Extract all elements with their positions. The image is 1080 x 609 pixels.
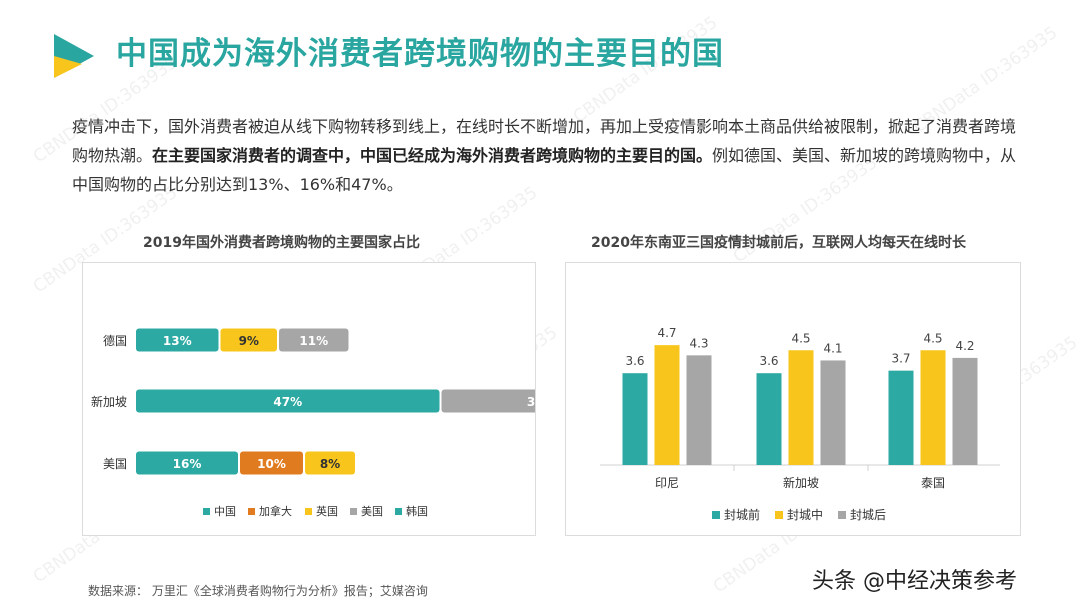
logo-icon xyxy=(54,34,94,78)
data-label: 13% xyxy=(163,334,192,348)
bar xyxy=(788,350,814,465)
x-tick-label: 新加坡 xyxy=(783,475,819,490)
data-label: 4.3 xyxy=(689,336,708,350)
legend-label: 加拿大 xyxy=(259,504,292,518)
intro-paragraph: 疫情冲击下，国外消费者被迫从线下购物转移到线上，在线时长不断增加，再加上受疫情影… xyxy=(72,112,1022,199)
legend-label: 韩国 xyxy=(406,504,428,518)
data-label: 4.1 xyxy=(823,341,842,355)
legend-label: 封城中 xyxy=(787,507,823,522)
page-title: 中国成为海外消费者跨境购物的主要目的国 xyxy=(116,36,724,72)
bar xyxy=(756,373,782,465)
bar xyxy=(622,373,648,465)
data-label: 4.5 xyxy=(791,331,810,345)
data-label: 8% xyxy=(320,457,340,471)
bar xyxy=(686,355,712,465)
chart1-title: 2019年国外消费者跨境购物的主要国家占比 xyxy=(143,235,420,251)
data-label: 4.2 xyxy=(955,339,974,353)
bar-segment xyxy=(136,328,219,352)
legend-label: 封城后 xyxy=(850,508,886,522)
chart2-title: 2020年东南亚三国疫情封城前后，互联网人均每天在线时长 xyxy=(591,235,966,251)
bar xyxy=(952,357,978,465)
data-label: 10% xyxy=(257,457,286,471)
bar xyxy=(654,345,680,465)
y-tick-label: 美国 xyxy=(103,457,127,471)
legend-swatch xyxy=(305,508,312,515)
chart1-panel: 德国13%9%11%新加坡47%31%15%美国16%10%8%中国加拿大英国美… xyxy=(82,262,739,536)
data-label: 31% xyxy=(527,395,535,409)
legend-label: 封城前 xyxy=(724,507,760,522)
data-label: 4.5 xyxy=(923,331,942,345)
legend-swatch xyxy=(203,508,210,515)
legend-label: 中国 xyxy=(214,505,236,518)
y-tick-label: 新加坡 xyxy=(91,394,127,409)
legend-label: 美国 xyxy=(361,505,383,518)
bar-segment xyxy=(136,451,238,475)
bar-segment xyxy=(136,389,440,413)
bar-segment xyxy=(279,328,349,352)
bar-segment xyxy=(305,451,355,475)
data-label: 4.7 xyxy=(657,326,676,340)
y-tick-label: 德国 xyxy=(103,333,127,348)
data-label: 16% xyxy=(173,457,202,471)
data-label: 11% xyxy=(299,334,328,348)
legend-swatch xyxy=(712,511,720,519)
bar-segment xyxy=(441,389,641,413)
data-label: 3.6 xyxy=(625,354,644,368)
bar-segment xyxy=(240,451,303,475)
x-tick-label: 印尼 xyxy=(655,476,679,490)
legend-swatch xyxy=(775,511,783,519)
bar xyxy=(888,370,914,465)
bar xyxy=(920,350,946,465)
chart1-svg: 德国13%9%11%新加坡47%31%15%美国16%10%8%中国加拿大英国美… xyxy=(91,328,739,518)
data-label: 3.6 xyxy=(759,354,778,368)
data-label: 3.7 xyxy=(891,352,910,366)
legend-label: 英国 xyxy=(316,504,338,518)
intro-highlight: 在主要国家消费者的调查中，中国已经成为海外消费者跨境购物的主要目的国。 xyxy=(152,146,713,165)
data-label: 9% xyxy=(239,334,259,348)
data-label: 47% xyxy=(273,395,302,409)
intro-text: 疫情冲击下，国外消费者被迫从线下购物转移到线上，在线时长不断增加，再加上受疫情影… xyxy=(72,117,1017,165)
legend-swatch xyxy=(248,508,255,515)
legend-swatch xyxy=(395,508,402,515)
bar xyxy=(820,360,846,465)
source-note: 数据来源： 万里汇《全球消费者购物行为分析》报告；艾媒咨询 xyxy=(88,584,428,598)
brand-credit: 头条 @中经决策参考 xyxy=(812,569,1017,594)
legend-swatch xyxy=(838,511,846,519)
chart2-panel: 3.6 4.7 4.3 印尼 3.6 4.5 4.1 新加坡 3.7 4.5 4.2 泰国封城前 封城中… xyxy=(565,262,1021,536)
legend-swatch xyxy=(350,508,357,515)
bar-segment xyxy=(220,328,277,352)
intro-text-end: 例如德国、美国、新加坡的跨境购物中，从中国购物的占比分别达到13%、16%和47… xyxy=(72,146,1017,194)
x-tick-label: 泰国 xyxy=(921,476,945,490)
